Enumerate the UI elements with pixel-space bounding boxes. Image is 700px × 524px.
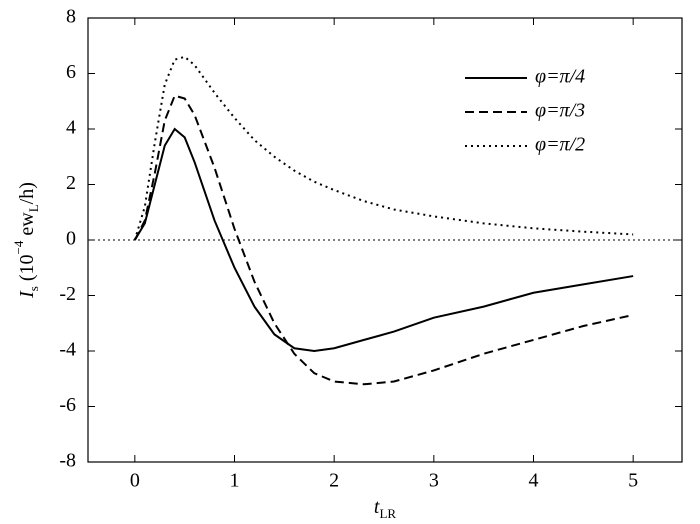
y-tick-label: 6 xyxy=(66,61,76,83)
series-line xyxy=(133,127,634,353)
series-line xyxy=(133,94,634,386)
y-tick-label: -8 xyxy=(59,450,76,472)
y-axis-label-part: I xyxy=(16,290,38,299)
y-tick-label: 8 xyxy=(66,6,76,28)
x-axis-label-part: t xyxy=(374,496,380,518)
x-tick-label: 2 xyxy=(329,470,339,492)
y-tick-label: -4 xyxy=(59,339,76,361)
legend-label: φ=π/4 xyxy=(535,66,585,88)
y-axis-label-part: (10 xyxy=(16,254,38,286)
y-axis-label: Is (10−4 ewL/h) xyxy=(11,182,41,299)
x-axis-label: tLR xyxy=(374,496,397,522)
series-line xyxy=(133,55,634,241)
x-tick-label: 1 xyxy=(230,470,240,492)
y-axis-label-part: ew xyxy=(16,212,38,241)
y-tick-label: -2 xyxy=(59,283,76,305)
x-tick-label: 4 xyxy=(529,470,539,492)
y-axis-label-part: −4 xyxy=(11,240,26,254)
y-tick-label: 0 xyxy=(66,228,76,250)
x-axis-label-part: LR xyxy=(379,506,396,521)
legend-label: φ=π/3 xyxy=(535,100,585,122)
x-tick-label: 5 xyxy=(628,470,638,492)
legend-label: φ=π/2 xyxy=(535,134,585,156)
x-tick-label: 3 xyxy=(429,470,439,492)
y-tick-label: 2 xyxy=(66,172,76,194)
x-tick-label: 0 xyxy=(130,470,140,492)
y-tick-label: 4 xyxy=(66,117,76,139)
y-axis-label-part: /h) xyxy=(16,182,38,204)
y-axis-label-part: L xyxy=(26,204,41,212)
y-axis-label-part: s xyxy=(26,286,41,291)
y-tick-label: -6 xyxy=(59,394,76,416)
